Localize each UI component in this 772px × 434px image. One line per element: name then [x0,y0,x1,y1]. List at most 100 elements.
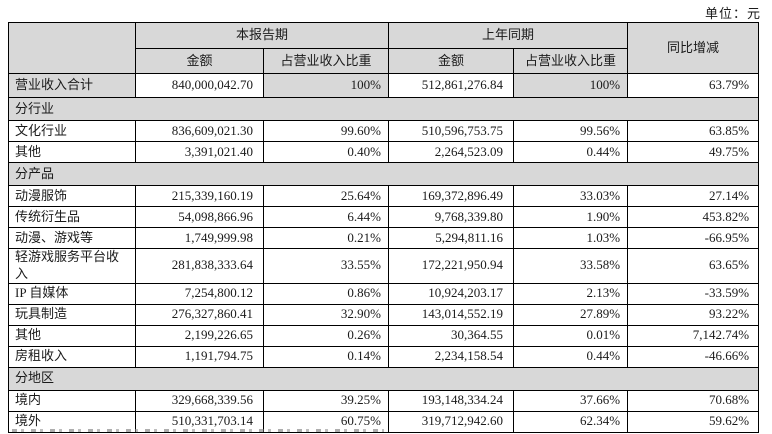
cell-value: 6.44% [262,206,390,228]
cell-value: 100% [262,73,390,98]
table-row: IP 自媒体 7,254,800.12 0.86% 10,924,203.17 2.13… [8,282,760,305]
cell-value: 25.64% [262,185,390,207]
cell-value: 54,098,866.96 [135,206,264,228]
cell-value: 0.01% [513,324,629,347]
cell-value: 276,327,860.41 [135,303,264,326]
cell-value: 512,861,276.84 [388,73,515,98]
cell-value: 10,924,203.17 [388,282,515,305]
cell-value: 1,749,999.98 [135,227,264,249]
cell-value: 93.22% [627,303,760,326]
section-row-label: 分地区 [7,366,760,391]
cell-value: 172,221,950.94 [388,248,515,284]
row-label: 其他 [8,324,136,347]
cell-value: 1,191,794.75 [135,345,264,368]
cell-value: 2,199,226.65 [135,324,264,347]
row-label: 房租收入 [8,345,136,368]
cell-value: 836,609,021.30 [135,120,264,142]
cell-value: 33.58% [513,248,629,284]
cell-value: 453.82% [627,206,760,228]
cell-value: 2,234,158.54 [388,345,515,368]
table-row: 传统衍生品 54,098,866.96 6.44% 9,768,339.80 1.90%… [8,206,760,228]
header-current-amount: 金额 [135,48,264,74]
header-row-label-blank [8,22,136,74]
cell-value: 33.03% [513,185,629,207]
cell-value: 169,372,896.49 [388,185,515,207]
cell-value: 0.14% [262,345,390,368]
row-label: 文化行业 [8,120,136,142]
header-yoy-change: 同比增减 [627,22,760,74]
table-row: 境内 329,668,339.56 39.25% 193,148,334.24 37.6… [8,389,760,412]
cell-value: 33.55% [262,248,390,284]
table-row: 轻游戏服务平台收入 281,838,333.64 33.55% 172,221,950… [8,248,760,284]
cell-value: 0.26% [262,324,390,347]
cell-value: 5,294,811.16 [388,227,515,249]
cell-value: 0.44% [513,345,629,368]
cell-value: 63.65% [627,248,760,284]
table-row: 境外 510,331,703.14 60.75% 319,712,942.60 62.3… [8,410,760,433]
cell-value: 7,254,800.12 [135,282,264,305]
cell-value: 2,264,523.09 [388,141,515,163]
table-row: 动漫服饰 215,339,160.19 25.64% 169,372,896.49 33… [8,185,760,207]
table-row: 玩具制造 276,327,860.41 32.90% 143,014,552.19 27… [8,303,760,326]
row-label: 境内 [8,389,136,412]
cell-value: 840,000,042.70 [135,73,264,98]
header-prior-period: 上年同期 [388,22,629,49]
cell-value: -33.59% [627,282,760,305]
cell-value: 30,364.55 [388,324,515,347]
cell-value: 329,668,339.56 [135,389,264,412]
section-row: 分地区 [7,366,760,391]
row-label: IP 自媒体 [8,282,136,305]
cell-value: 27.14% [627,185,760,207]
cell-value: 0.86% [262,282,390,305]
table-row: 文化行业 836,609,021.30 99.60% 510,596,753.75 99… [8,120,760,142]
cell-value: 0.40% [262,141,390,163]
cell-value: 215,339,160.19 [135,185,264,207]
cell-value: 193,148,334.24 [388,389,515,412]
row-label: 其他 [8,141,136,163]
table-body: 营业收入合计 840,000,042.70 100% 512,861,276.84 10… [7,73,760,433]
cell-value: 62.34% [513,410,629,433]
cell-value: 3,391,021.40 [135,141,264,163]
cell-value: 63.85% [627,120,760,142]
unit-label: 单位：元 [704,6,761,21]
header-prior-ratio: 占营业收入比重 [513,48,629,74]
cell-value: 32.90% [262,303,390,326]
header-current-ratio: 占营业收入比重 [262,48,390,74]
section-row: 分产品 [7,162,760,186]
cell-value: -66.95% [627,227,760,249]
revenue-breakdown-table: 本报告期 上年同期 同比增减 金额 占营业收入比重 金额 占营业收入比重 营业收… [7,22,760,433]
cell-value: 59.62% [627,410,760,433]
cell-value: 281,838,333.64 [135,248,264,284]
header-prior-amount: 金额 [388,48,515,74]
cell-value: 37.66% [513,389,629,412]
row-label: 轻游戏服务平台收入 [8,248,136,284]
cell-value: 7,142.74% [627,324,760,347]
cell-value: 100% [513,73,629,98]
clipped-text-artifact [12,429,384,432]
cell-value: 319,712,942.60 [388,410,515,433]
row-label: 传统衍生品 [8,206,136,228]
table-row: 房租收入 1,191,794.75 0.14% 2,234,158.54 0.44% -4… [8,345,760,368]
table-row: 其他 3,391,021.40 0.40% 2,264,523.09 0.44% 49.7… [8,141,760,163]
cell-value: 49.75% [627,141,760,163]
cell-value: 510,596,753.75 [388,120,515,142]
table-row: 动漫、游戏等 1,749,999.98 0.21% 5,294,811.16 1.03%… [8,227,760,249]
cell-value: 1.90% [513,206,629,228]
table-row: 营业收入合计 840,000,042.70 100% 512,861,276.84 10… [8,73,760,98]
cell-value: 2.13% [513,282,629,305]
section-row-label: 分产品 [7,162,760,186]
cell-value: 99.60% [262,120,390,142]
cell-value: 143,014,552.19 [388,303,515,326]
cell-value: 0.44% [513,141,629,163]
cell-value: 0.21% [262,227,390,249]
table-row: 其他 2,199,226.65 0.26% 30,364.55 0.01% 7,142.7… [8,324,760,347]
table-header: 本报告期 上年同期 同比增减 金额 占营业收入比重 金额 占营业收入比重 [8,22,760,74]
cell-value: -46.66% [627,345,760,368]
cell-value: 63.79% [627,73,760,98]
row-label: 玩具制造 [8,303,136,326]
cell-value: 1.03% [513,227,629,249]
row-label: 动漫服饰 [8,185,136,207]
section-row: 分行业 [7,97,760,121]
row-label: 动漫、游戏等 [8,227,136,249]
section-row-label: 分行业 [7,97,760,121]
